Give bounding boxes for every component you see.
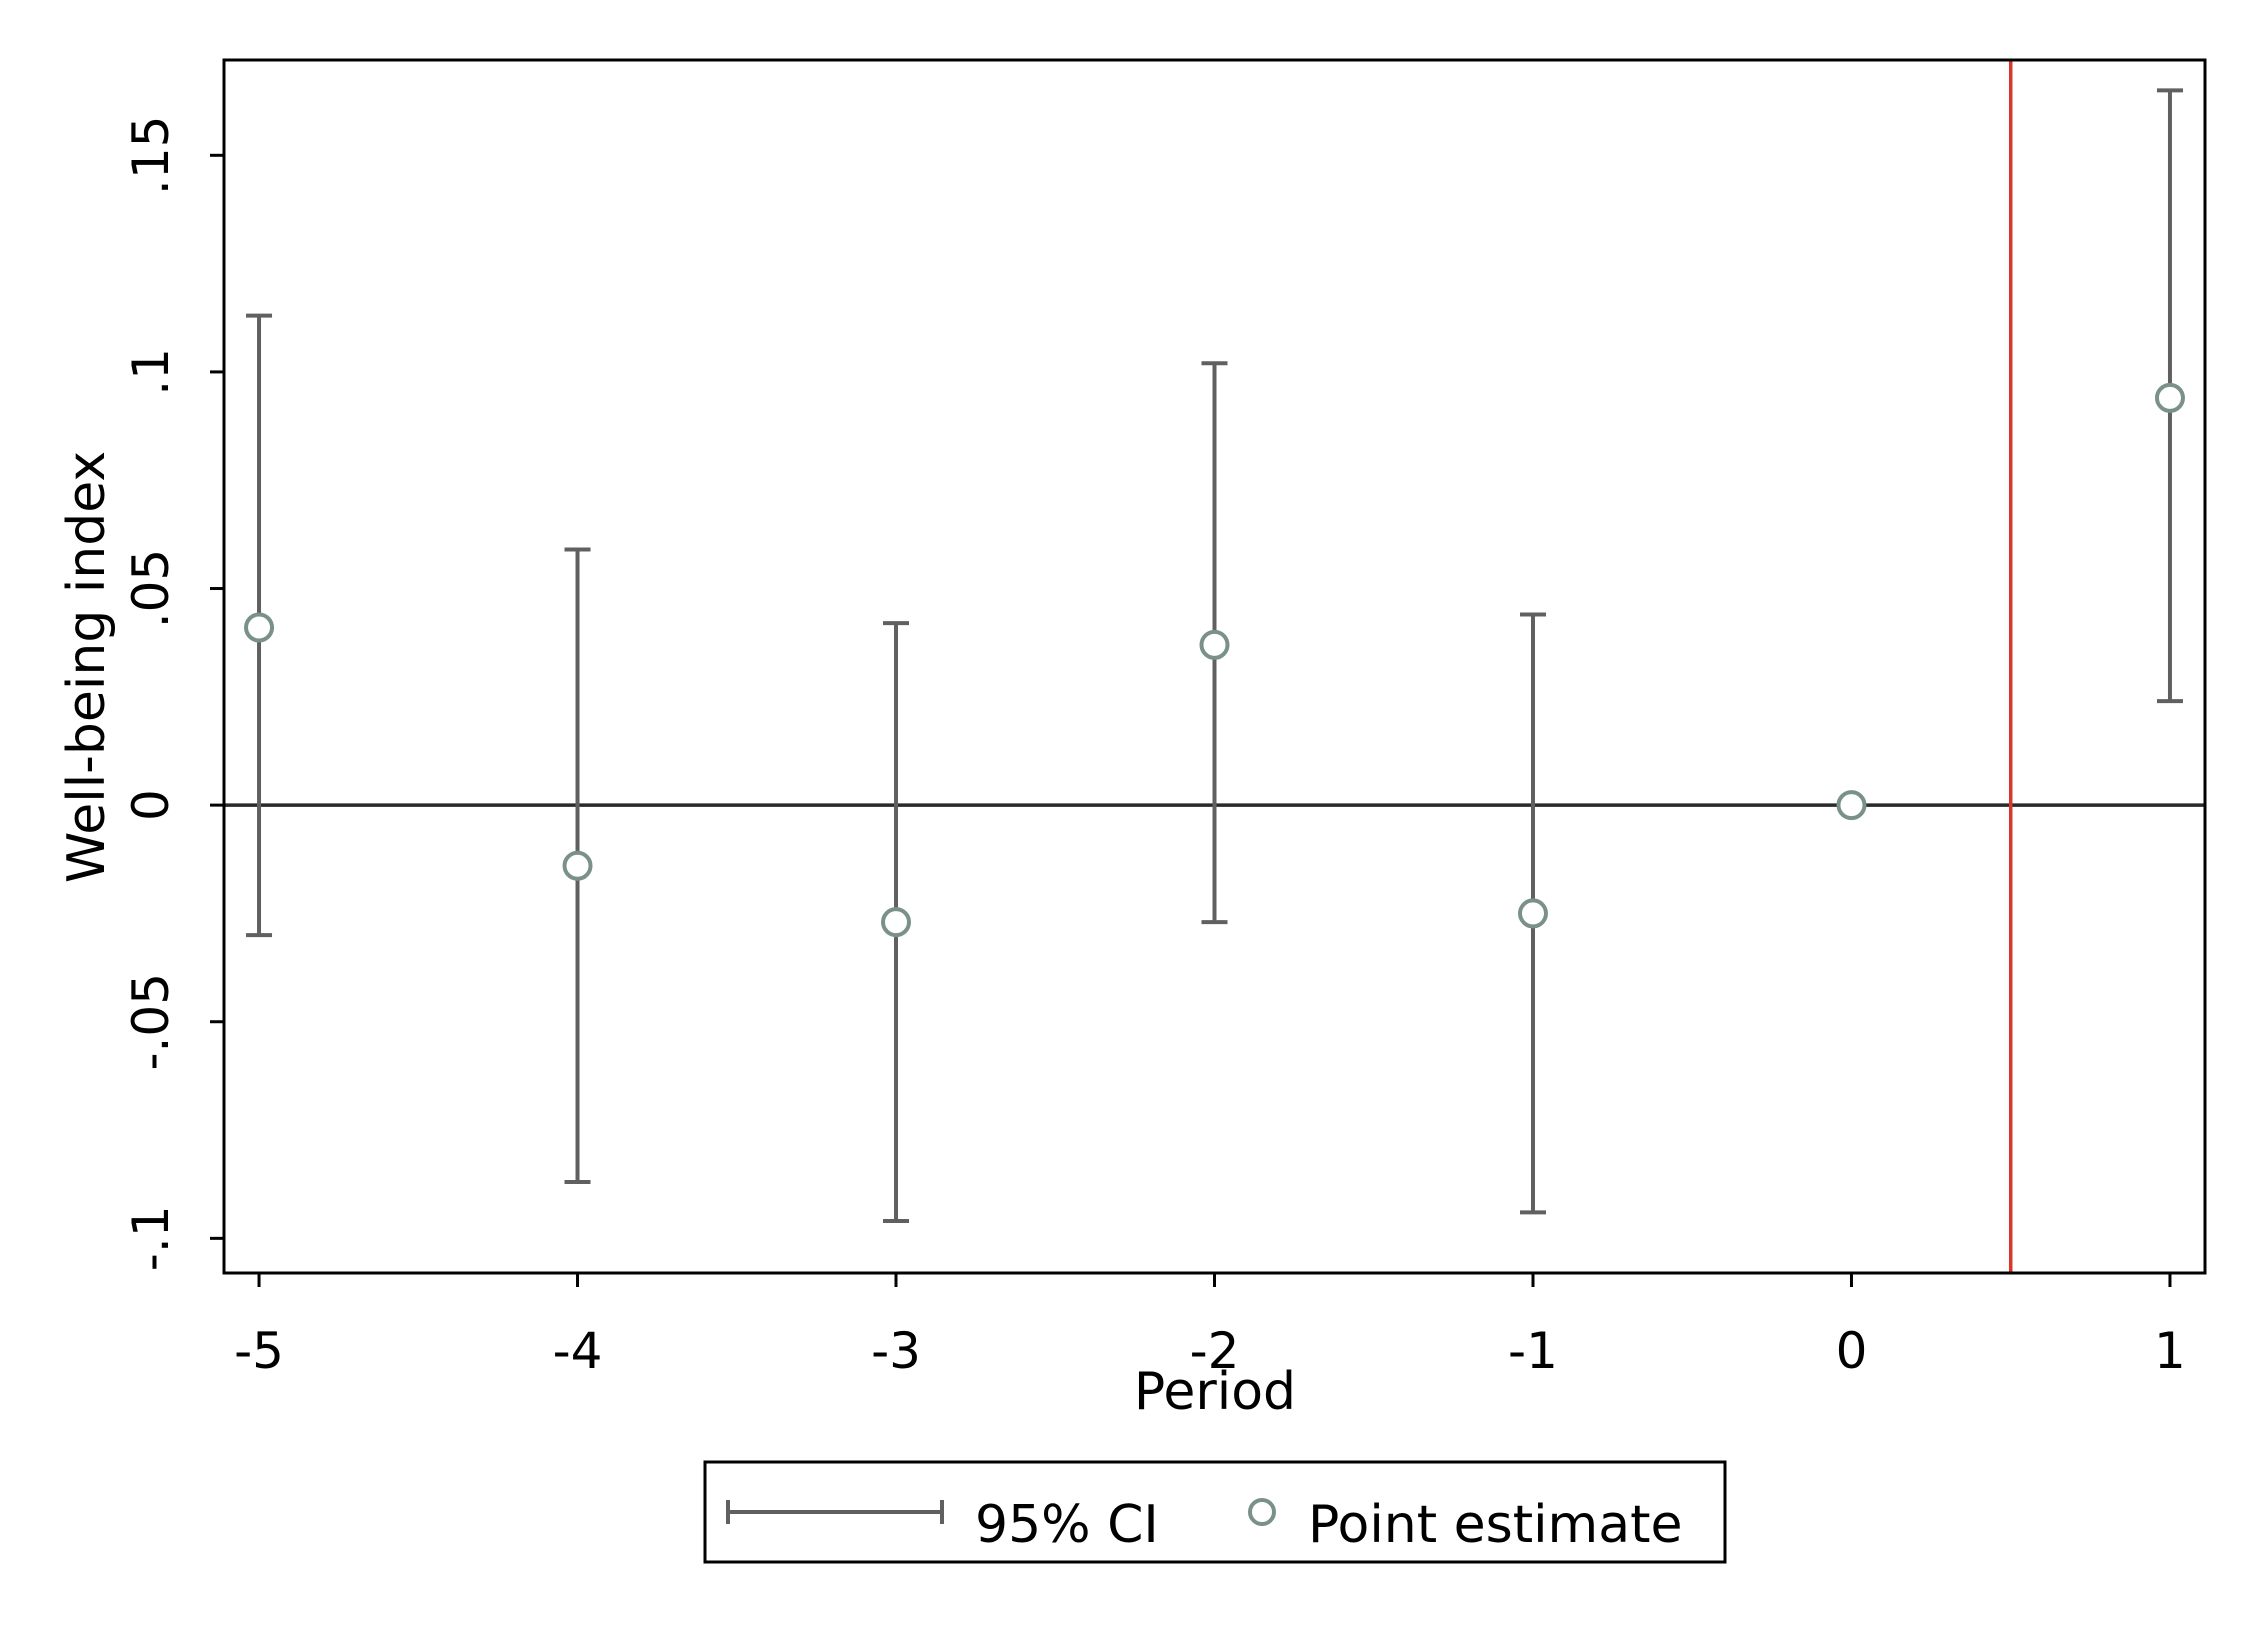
y-tick-label: -.05 xyxy=(122,973,180,1071)
legend-ci-symbol xyxy=(726,1500,944,1524)
x-axis: -5 -4 -3 -2 -1 0 1 xyxy=(234,1273,2186,1380)
point-estimate-marker xyxy=(2154,382,2185,413)
legend-point-symbol xyxy=(1248,1498,1276,1526)
x-tick-label: -3 xyxy=(871,1322,921,1380)
point-estimate-marker xyxy=(562,850,593,881)
y-tick-label: .05 xyxy=(122,549,180,629)
x-tick-label: -5 xyxy=(234,1322,284,1380)
x-axis-title: Period xyxy=(1134,1362,1296,1422)
y-tick-label: -.1 xyxy=(122,1205,180,1271)
y-tick-label: .1 xyxy=(122,348,180,396)
legend-label-point: Point estimate xyxy=(1308,1495,1682,1555)
x-tick-label: -1 xyxy=(1508,1322,1558,1380)
point-estimate-marker xyxy=(1199,629,1230,660)
y-tick-label: .15 xyxy=(122,116,180,196)
x-tick-label: 1 xyxy=(2154,1322,2186,1380)
point-estimate-marker xyxy=(881,907,912,938)
x-tick-label: -4 xyxy=(553,1322,603,1380)
legend-label-ci: 95% CI xyxy=(975,1495,1159,1555)
x-tick-label: 0 xyxy=(1836,1322,1868,1380)
y-tick-label: 0 xyxy=(122,789,180,821)
point-estimate-marker xyxy=(1517,898,1548,929)
y-axis: -.1 -.05 0 .05 .1 .15 xyxy=(122,116,224,1271)
x-tick-label: -2 xyxy=(1190,1322,1240,1380)
point-estimates xyxy=(244,382,2185,938)
legend: 95% CI Point estimate xyxy=(703,1460,1727,1564)
y-axis-title: Well-being index xyxy=(57,451,117,883)
point-estimate-marker xyxy=(244,612,275,643)
point-estimate-marker xyxy=(1836,790,1867,821)
